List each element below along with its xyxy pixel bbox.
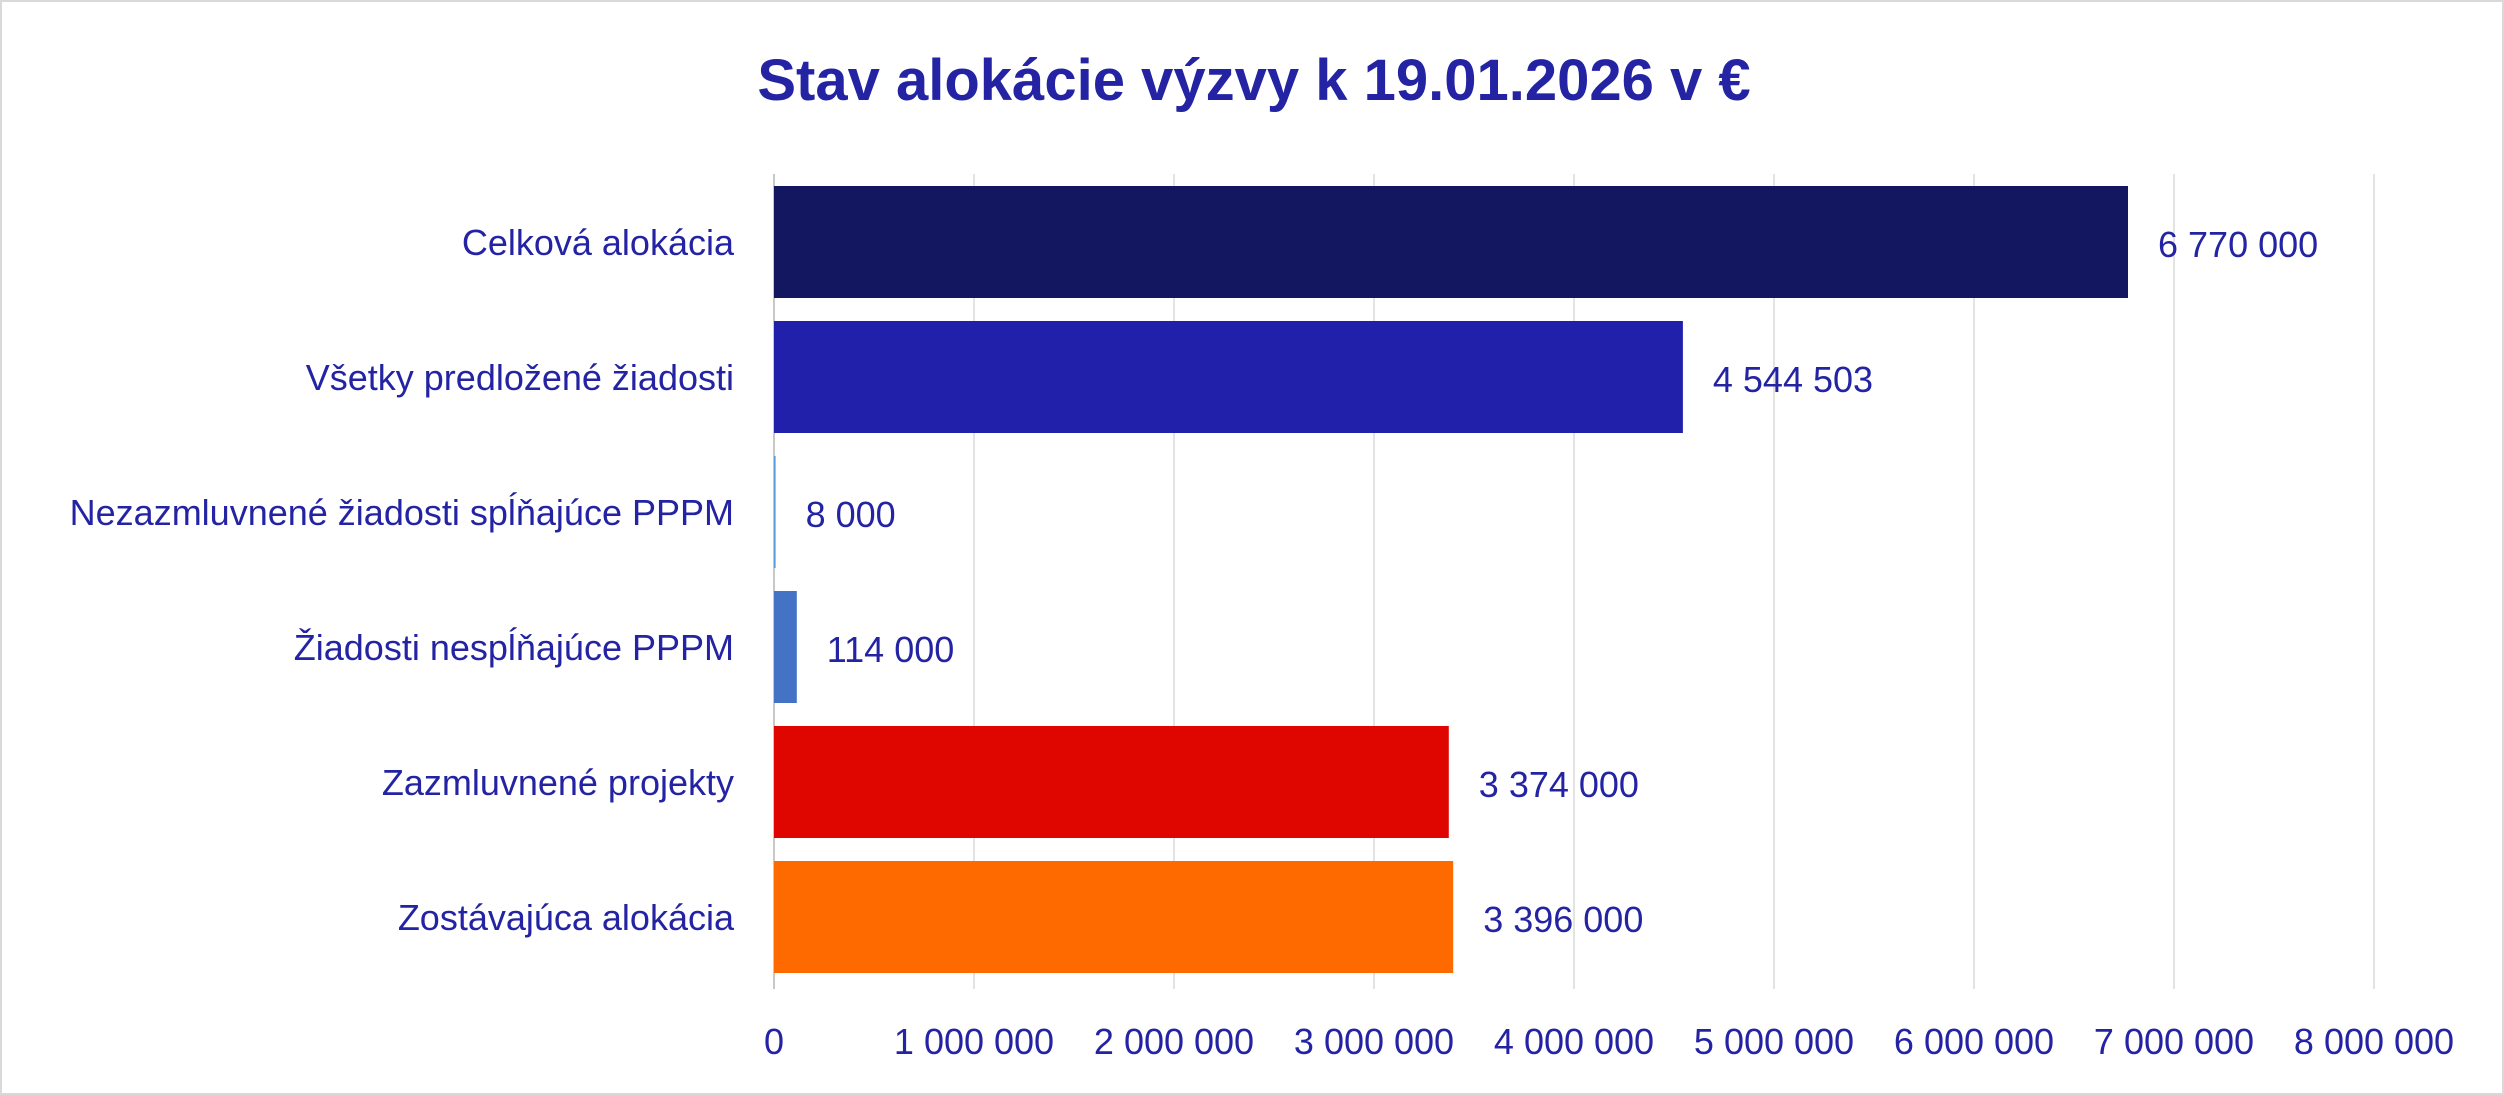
x-tick-label: 8 000 000 [2294,1021,2454,1062]
bar [774,321,1683,433]
category-label: Zazmluvnené projekty [382,762,734,803]
bars [774,186,2128,973]
x-tick-label: 4 000 000 [1494,1021,1654,1062]
data-label: 6 770 000 [2158,224,2318,265]
x-tick-label: 7 000 000 [2094,1021,2254,1062]
data-label: 114 000 [827,629,954,670]
category-label: Všetky predložené žiadosti [306,357,734,398]
labels: 0 1 000 000 2 000 000 3 000 000 4 000 000 5 0… [70,222,2454,1062]
chart-title: Stav alokácie výzvy k 19.01.2026 v € [757,48,1750,113]
data-label: 8 000 [806,494,896,535]
category-label: Zostávajúca alokácia [398,897,735,938]
category-label: Celková alokácia [462,222,735,263]
x-tick-label: 2 000 000 [1094,1021,1254,1062]
category-label: Nezazmluvnené žiadosti spĺňajúce PPPM [70,491,734,533]
bar [774,186,2128,298]
bar [774,591,797,703]
data-label: 4 544 503 [1713,359,1873,400]
x-tick-label: 3 000 000 [1294,1021,1454,1062]
x-tick-label: 1 000 000 [894,1021,1054,1062]
x-tick-label: 5 000 000 [1694,1021,1854,1062]
bar [774,861,1454,973]
bar [774,456,776,568]
x-tick-label: 0 [764,1021,784,1062]
data-label: 3 396 000 [1483,899,1643,940]
gridlines [773,174,2375,989]
bar [774,726,1449,838]
x-tick-label: 6 000 000 [1894,1021,2054,1062]
data-label: 3 374 000 [1479,764,1639,805]
category-label: Žiadosti nespĺňajúce PPPM [294,626,734,668]
